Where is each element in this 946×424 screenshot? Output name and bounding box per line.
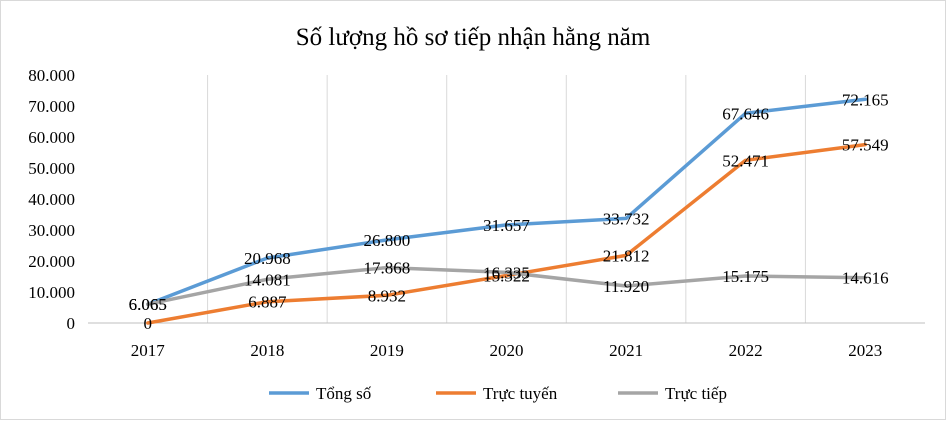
data-label: 14.081 <box>244 270 291 289</box>
data-label: 67.646 <box>722 104 769 123</box>
data-label: 52.471 <box>722 151 769 170</box>
data-label: 57.549 <box>842 136 889 155</box>
data-label: 21.812 <box>603 246 650 265</box>
chart-title: Số lượng hồ sơ tiếp nhận hằng năm <box>296 24 651 51</box>
data-label: 16.335 <box>483 263 530 282</box>
x-tick-label: 2022 <box>729 341 763 360</box>
data-label: 11.920 <box>603 277 649 296</box>
data-label: 6.065 <box>129 295 167 314</box>
x-tick-label: 2021 <box>609 341 643 360</box>
x-tick-label: 2019 <box>370 341 404 360</box>
series <box>146 97 867 325</box>
series-line <box>146 265 867 306</box>
y-tick-label: 30.000 <box>28 221 75 240</box>
y-tick-label: 10.000 <box>28 283 75 302</box>
x-tick-label: 2017 <box>131 341 166 360</box>
x-tick-label: 2023 <box>848 341 882 360</box>
data-label: 20.968 <box>244 249 291 268</box>
legend: Tổng số Trực tuyến Trực tiếp <box>269 384 727 403</box>
data-label: 26.800 <box>364 231 411 250</box>
data-label: 72.165 <box>842 90 889 109</box>
data-label: 15.175 <box>722 267 769 286</box>
axes: 0 10.000 20.000 30.000 40.000 50.000 60.000 70.… <box>28 66 925 360</box>
y-tick-label: 20.000 <box>28 252 75 271</box>
y-tick-label: 80.000 <box>28 66 75 85</box>
legend-label: Trực tiếp <box>665 384 727 403</box>
data-label: 6.065 <box>129 295 167 314</box>
data-label: 33.732 <box>603 209 650 228</box>
data-label: 31.657 <box>483 216 530 235</box>
series-line <box>146 142 867 325</box>
y-tick-label: 0 <box>67 314 76 333</box>
series-line <box>146 97 867 306</box>
grid <box>207 75 806 323</box>
data-labels: 6.065 20.968 26.800 31.657 33.732 67.646 72.16… <box>129 90 889 333</box>
x-tick-label: 2020 <box>490 341 524 360</box>
y-tick-label: 70.000 <box>28 97 75 116</box>
legend-label: Tổng số <box>316 384 372 403</box>
data-label: 6.887 <box>248 293 287 312</box>
data-label: 0 <box>144 314 153 333</box>
data-label: 15.322 <box>483 267 530 286</box>
y-tick-label: 40.000 <box>28 190 75 209</box>
data-label: 14.616 <box>842 269 889 288</box>
x-tick-label: 2018 <box>250 341 284 360</box>
data-label: 17.868 <box>364 259 411 278</box>
y-tick-label: 60.000 <box>28 128 75 147</box>
data-label: 8.932 <box>368 286 406 305</box>
y-tick-label: 50.000 <box>28 159 75 178</box>
legend-label: Trực tuyến <box>483 384 558 403</box>
